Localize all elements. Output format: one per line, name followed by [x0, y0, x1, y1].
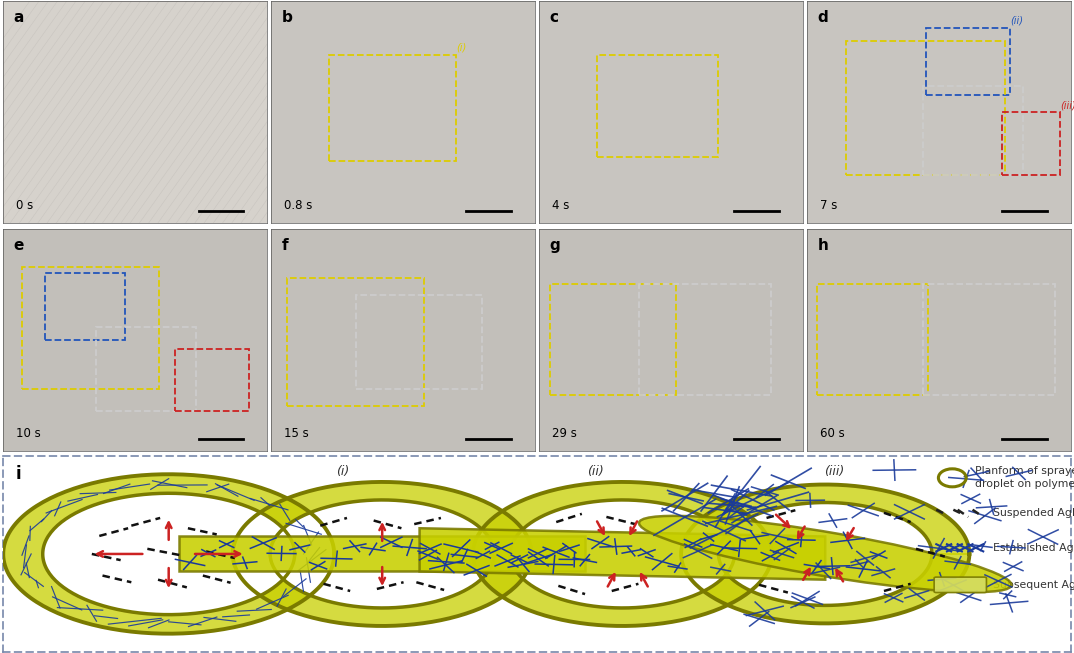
Text: g: g — [550, 238, 561, 253]
Text: 0.8 s: 0.8 s — [285, 199, 313, 212]
Text: (ii): (ii) — [587, 466, 604, 479]
Bar — [287, 278, 424, 406]
Text: Suspended AgNWs: Suspended AgNWs — [992, 508, 1074, 518]
Bar — [175, 349, 249, 411]
Text: h: h — [817, 238, 828, 253]
Text: 0 s: 0 s — [16, 199, 33, 212]
Bar — [597, 55, 719, 157]
Text: i: i — [16, 466, 21, 483]
Ellipse shape — [639, 516, 1012, 592]
Text: f: f — [281, 238, 288, 253]
Text: (iii): (iii) — [824, 466, 844, 479]
Polygon shape — [719, 503, 932, 605]
Bar — [550, 284, 677, 395]
Text: b: b — [281, 10, 292, 25]
FancyBboxPatch shape — [934, 577, 986, 592]
Bar — [329, 55, 455, 161]
Text: (iii): (iii) — [1060, 100, 1074, 110]
Text: (i): (i) — [336, 466, 349, 479]
Bar — [96, 326, 195, 411]
Text: a: a — [14, 10, 24, 25]
Bar — [45, 273, 125, 340]
Bar — [21, 266, 159, 389]
Polygon shape — [510, 500, 735, 608]
Polygon shape — [3, 474, 334, 633]
Text: Planform of sprayed AgNWs
droplet on polymer substrate: Planform of sprayed AgNWs droplet on pol… — [975, 466, 1074, 490]
Polygon shape — [681, 485, 970, 624]
Text: 10 s: 10 s — [16, 427, 41, 439]
Polygon shape — [271, 500, 494, 608]
Text: Subsequent AgNWs bundle: Subsequent AgNWs bundle — [992, 580, 1074, 590]
Text: c: c — [550, 10, 558, 25]
Bar — [639, 284, 771, 395]
Text: (ii): (ii) — [1010, 16, 1024, 25]
Polygon shape — [420, 528, 825, 580]
Bar — [1002, 112, 1060, 174]
Bar — [926, 28, 1010, 95]
Text: d: d — [817, 10, 828, 25]
Text: Established AgNWs bundle: Established AgNWs bundle — [992, 543, 1074, 553]
Text: 60 s: 60 s — [821, 427, 845, 439]
Bar — [923, 86, 1024, 174]
Polygon shape — [179, 537, 585, 571]
Polygon shape — [43, 493, 294, 614]
Bar — [817, 284, 928, 395]
Text: 7 s: 7 s — [821, 199, 838, 212]
Bar — [923, 284, 1055, 395]
Text: 15 s: 15 s — [285, 427, 309, 439]
Text: e: e — [14, 238, 24, 253]
Text: 4 s: 4 s — [552, 199, 569, 212]
Polygon shape — [473, 482, 772, 626]
Bar — [846, 41, 1005, 174]
Polygon shape — [233, 482, 532, 626]
Text: 29 s: 29 s — [552, 427, 577, 439]
Bar — [355, 295, 482, 389]
Text: (i): (i) — [455, 42, 466, 52]
